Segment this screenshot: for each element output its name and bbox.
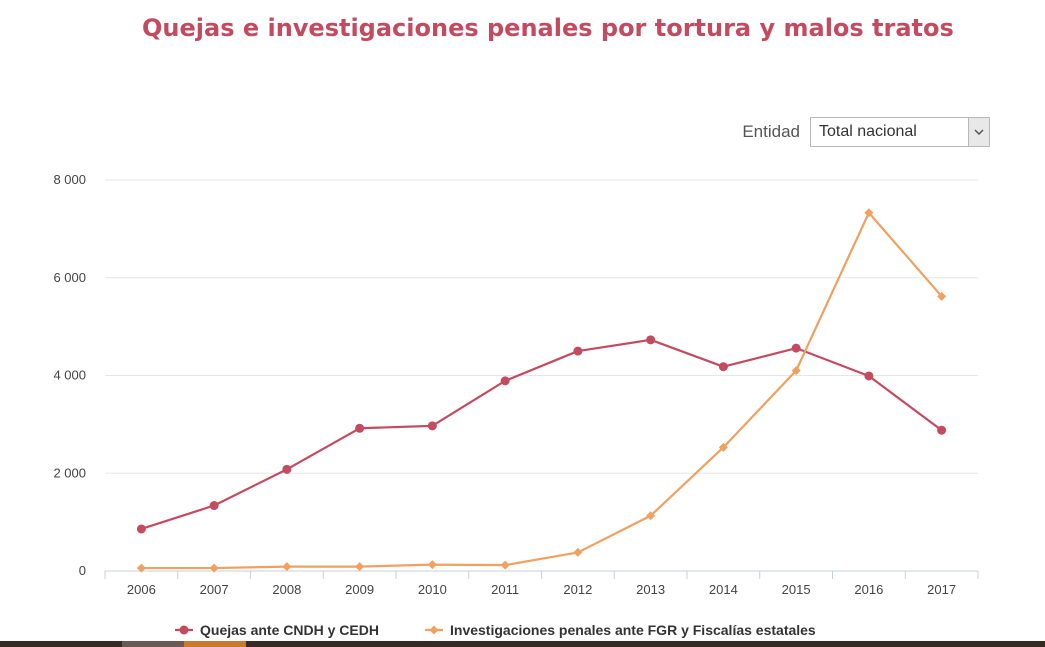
x-tick-label: 2013 [636,582,665,597]
data-point [864,208,874,218]
data-point [427,560,437,570]
bottom-bar [0,641,1045,647]
x-tick-label: 2007 [200,582,229,597]
data-point [573,346,583,356]
legend-label: Quejas ante CNDH y CEDH [200,622,379,638]
x-tick-label: 2014 [709,582,738,597]
legend-marker [429,625,439,635]
entity-filter: Entidad Total nacional [742,117,990,147]
data-point [573,547,583,557]
data-point [718,362,728,372]
x-tick-label: 2015 [782,582,811,597]
x-tick-label: 2006 [127,582,156,597]
data-point [209,501,219,511]
data-point [355,423,365,433]
x-axis: 2006 2007 2008 2009 2010 2011 2012 2013 2014 2015… [104,570,979,597]
x-tick-label: 2012 [563,582,592,597]
chevron-down-icon[interactable] [968,118,989,146]
y-tick-label: 2 000 [53,465,86,480]
legend-marker [179,625,189,635]
data-point [864,371,874,381]
data-point [937,425,947,435]
data-point [282,562,292,572]
data-point [718,442,728,452]
data-point [937,291,947,301]
data-point [646,335,656,345]
chart-title: Quejas e investigaciones penales por tor… [142,14,954,42]
data-point [136,563,146,573]
data-point [355,562,365,572]
y-tick-label: 8 000 [53,172,86,187]
data-point [136,524,146,534]
data-point [500,560,510,570]
series-line-2 [141,211,943,570]
filter-label: Entidad [742,122,800,141]
series-layer [136,208,947,573]
x-tick-label: 2009 [345,582,374,597]
y-tick-label: 4 000 [53,368,86,383]
data-point [646,511,656,521]
series-line-1 [141,338,943,531]
x-tick-label: 2017 [927,582,956,597]
grid-lines [105,179,978,474]
data-point [282,464,292,474]
x-tick-label: 2011 [491,582,519,597]
y-axis: 0 2 000 4 000 6 000 8 000 [53,172,86,578]
entity-select[interactable]: Total nacional [810,117,990,147]
y-tick-label: 6 000 [53,270,86,285]
data-point [427,421,437,431]
entity-select-value: Total nacional [819,123,917,140]
data-point [209,563,219,573]
x-tick-label: 2016 [854,582,883,597]
x-tick-label: 2010 [418,582,447,597]
legend-label: Investigaciones penales ante FGR y Fisca… [450,622,816,638]
y-tick-label: 0 [79,563,86,578]
x-tick-label: 2008 [272,582,301,597]
chart-legend: Quejas ante CNDH y CEDH Investigaciones p… [175,622,816,638]
data-point [500,376,510,386]
data-point [791,366,801,376]
data-point [791,343,801,353]
